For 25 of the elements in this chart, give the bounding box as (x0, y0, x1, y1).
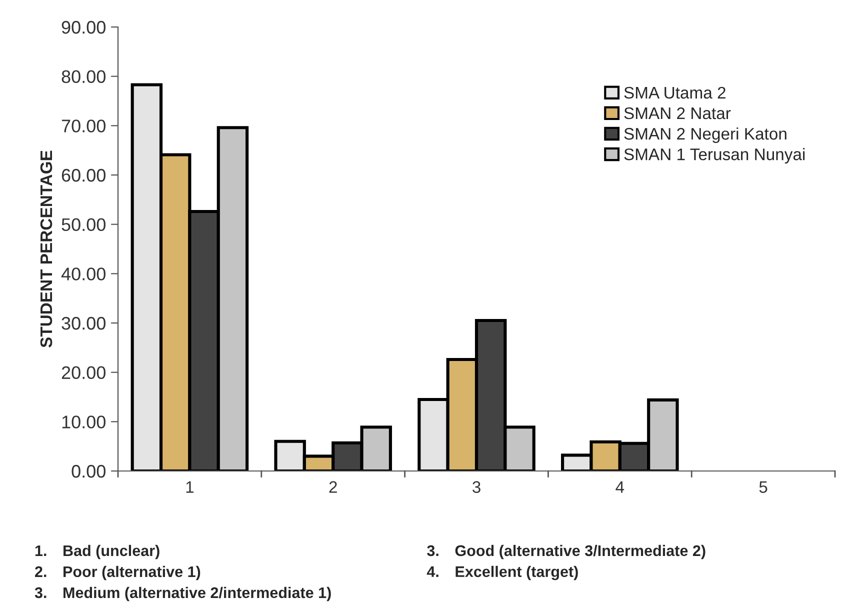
y-tick-label: 60.00 (62, 168, 106, 182)
y-tick-label: 20.00 (62, 366, 106, 380)
text: 3. Good (alternative 3/Intermediate 2) (427, 544, 706, 560)
legend-label: SMAN 2 Natar (624, 107, 731, 120)
x-tick-label: 4 (616, 481, 624, 493)
legend-label: SMA Utama 2 (624, 86, 726, 99)
y-tick-label: 90.00 (62, 20, 106, 34)
x-tick-label: 2 (329, 481, 337, 493)
legend-label: SMAN 1 Terusan Nunyai (624, 148, 805, 164)
text: 3. Medium (alternative 2/intermediate 1) (34, 586, 331, 602)
y-axis-title: STUDENT PERCENTAGE (40, 150, 52, 348)
text: 2. Poor (alternative 1) (35, 566, 200, 580)
x-tick-label: 3 (472, 481, 480, 493)
y-tick-label: 0.00 (72, 464, 106, 478)
y-tick-label: 30.00 (62, 316, 106, 330)
y-tick-label: 10.00 (62, 416, 106, 428)
y-tick-label: 40.00 (61, 268, 106, 280)
text: 1. Bad (unclear) (35, 544, 160, 560)
y-tick-label: 70.00 (62, 120, 106, 132)
y-tick-label: 50.00 (62, 218, 106, 232)
y-tick-label: 80.00 (62, 70, 106, 84)
text: 4. Excellent (target) (426, 566, 578, 580)
x-tick-label: 1 (186, 481, 194, 493)
x-tick-label: 5 (759, 481, 768, 493)
legend-label: SMAN 2 Negeri Katon (624, 127, 786, 144)
